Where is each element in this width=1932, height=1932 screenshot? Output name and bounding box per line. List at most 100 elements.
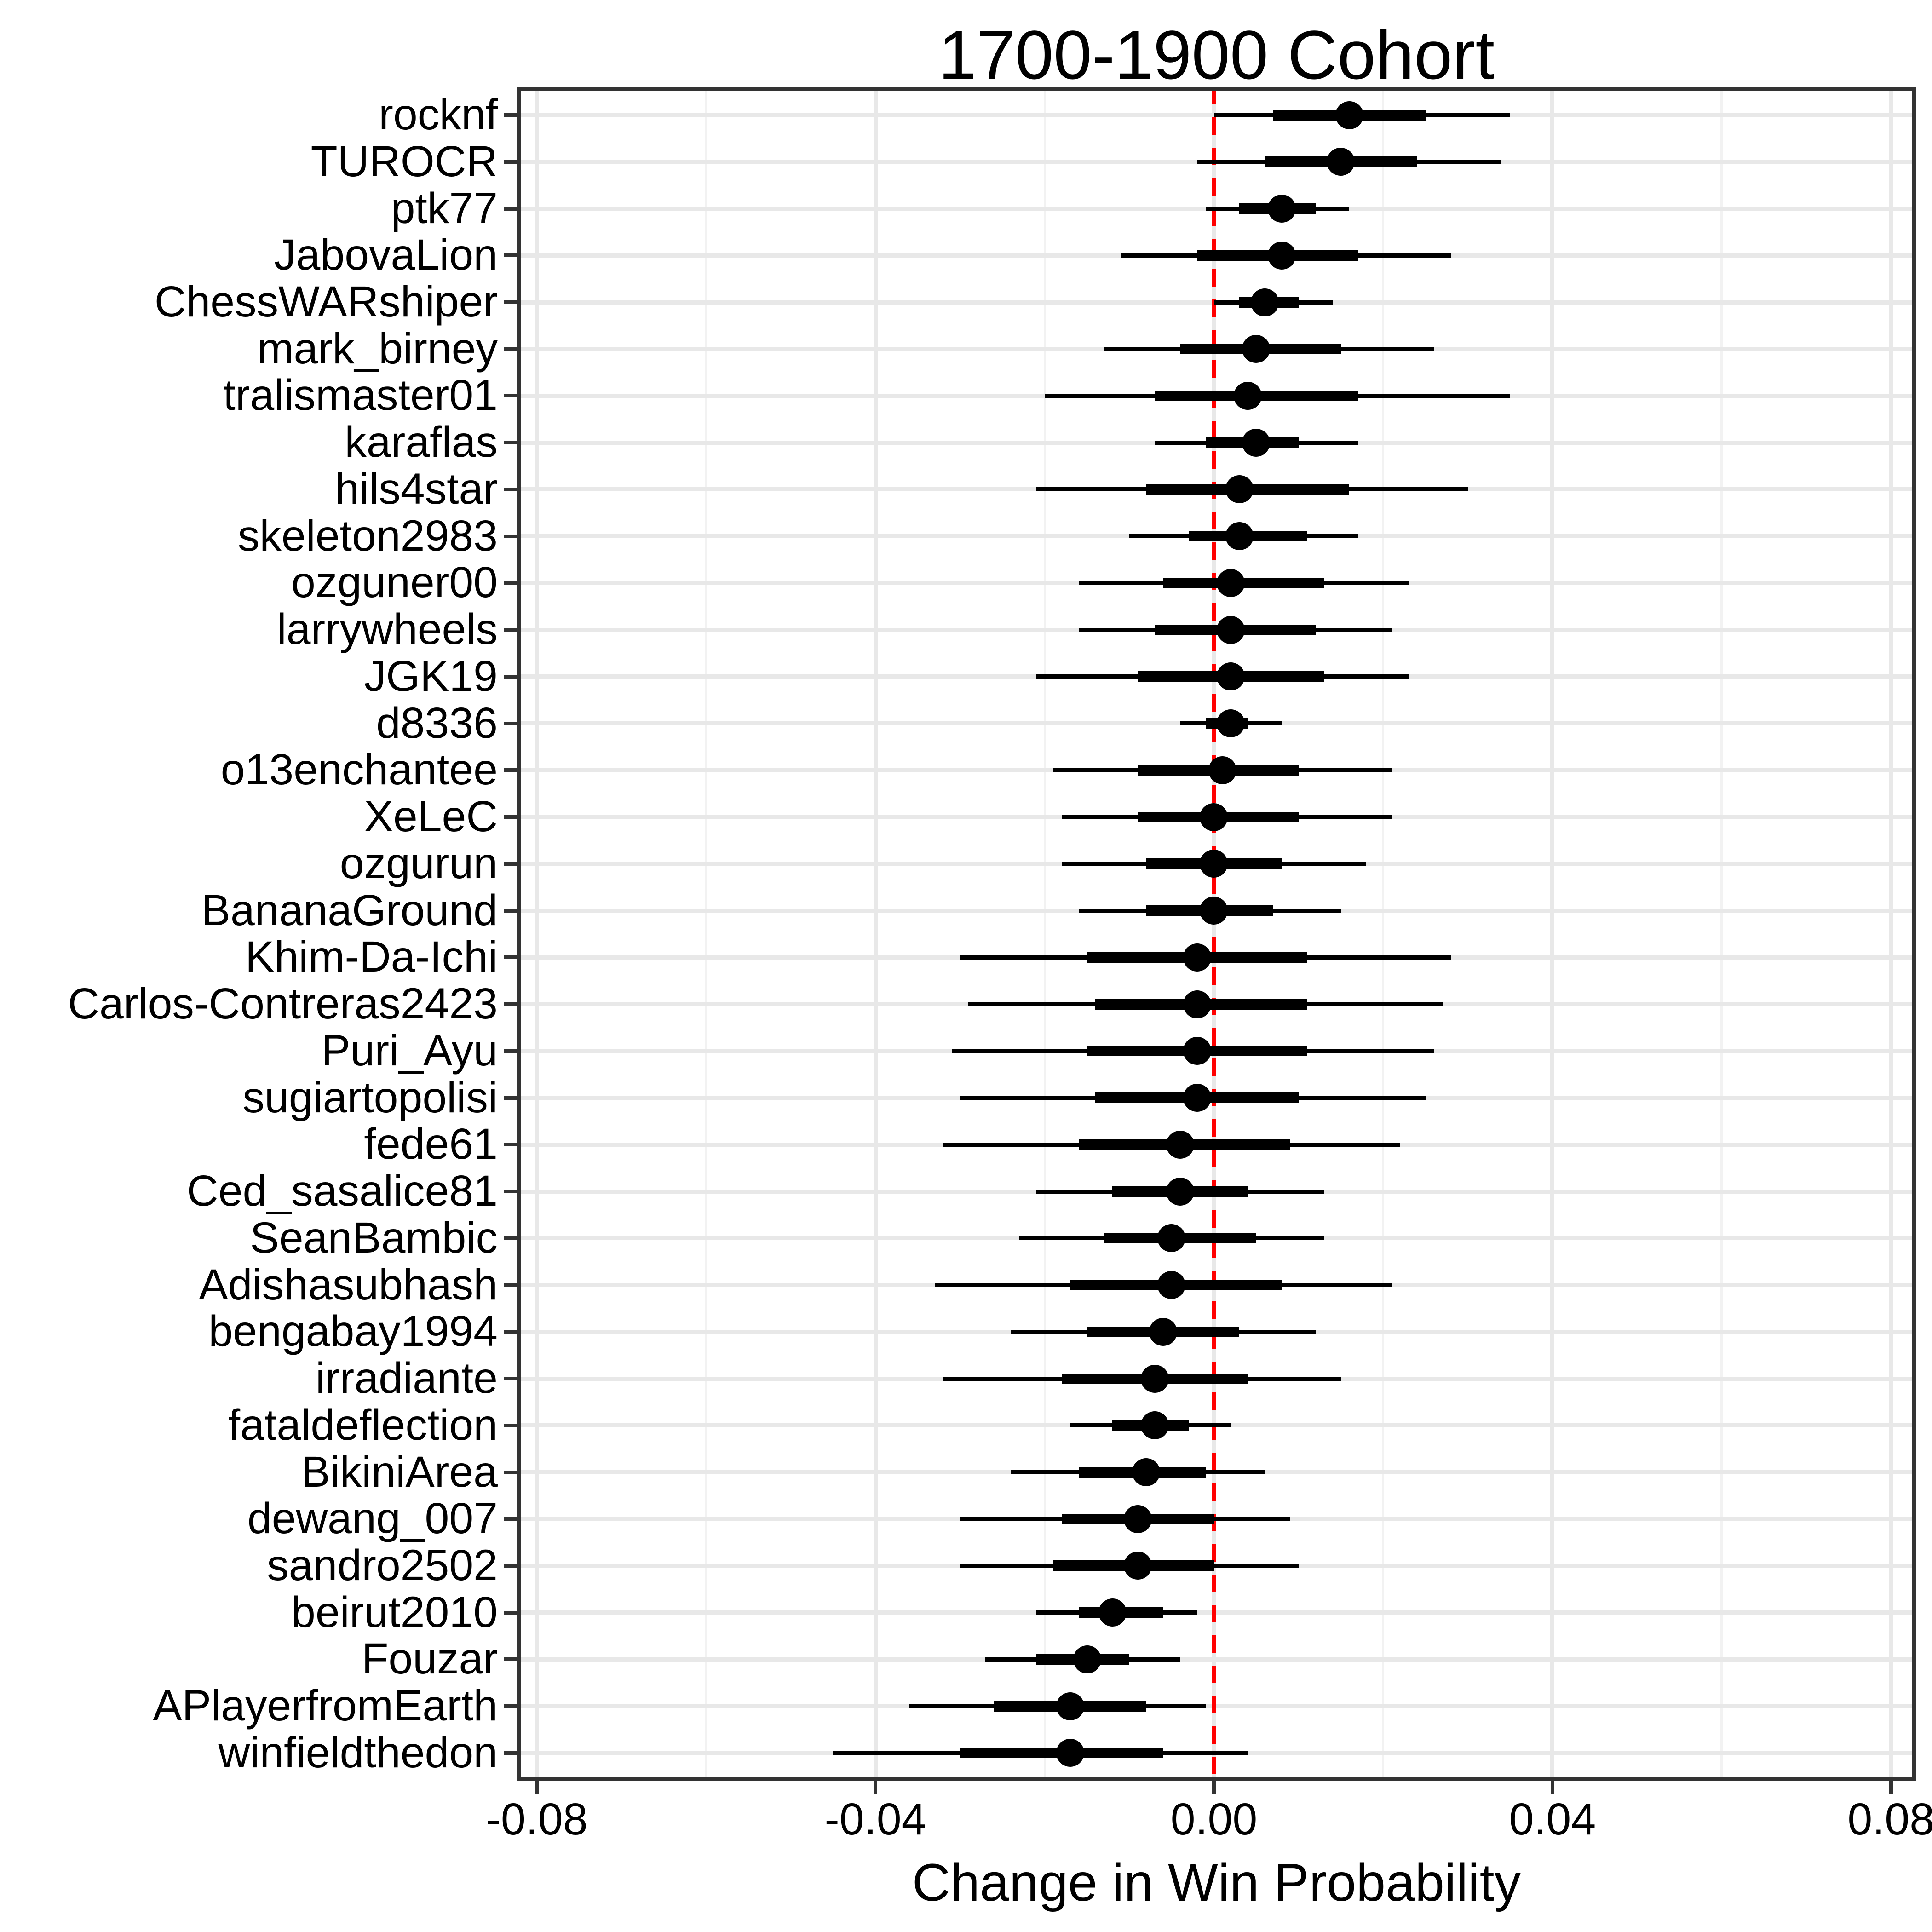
y-axis-label: karaflas: [345, 418, 498, 467]
point-estimate-dot: [1267, 241, 1296, 270]
y-axis-label: fede61: [364, 1120, 498, 1169]
y-axis-tick: [504, 253, 517, 258]
y-axis-label: TUROCR: [310, 137, 498, 186]
y-axis-label: BikiniArea: [301, 1447, 498, 1496]
y-axis-tick: [504, 394, 517, 398]
zero-reference-line: [1211, 87, 1216, 1781]
y-axis-label: ozguner00: [291, 558, 498, 607]
plot-panel: [517, 87, 1916, 1781]
y-axis-tick: [504, 1470, 517, 1474]
y-axis-tick: [504, 1517, 517, 1521]
point-estimate-dot: [1056, 1692, 1084, 1720]
y-axis-tick: [504, 1377, 517, 1381]
point-estimate-dot: [1335, 101, 1363, 129]
grid-minor-vline: [1382, 87, 1385, 1781]
point-estimate-dot: [1200, 897, 1228, 925]
point-estimate-dot: [1242, 335, 1271, 363]
y-axis-tick: [504, 1610, 517, 1615]
y-axis-label: ptk77: [391, 184, 498, 233]
y-axis-label: Adishasubhash: [199, 1260, 498, 1309]
y-axis-tick: [504, 1143, 517, 1147]
y-axis-tick: [504, 1330, 517, 1334]
y-axis-tick: [504, 955, 517, 960]
grid-major-vline: [1889, 87, 1893, 1781]
y-axis-label: SeanBambic: [250, 1213, 498, 1262]
y-axis-label: Carlos-Contreras2423: [68, 979, 498, 1029]
x-axis-tick: [1550, 1781, 1554, 1794]
point-estimate-dot: [1157, 1224, 1186, 1253]
y-axis-label: beirut2010: [291, 1587, 498, 1637]
y-axis-tick: [504, 1283, 517, 1287]
y-axis-tick: [504, 674, 517, 678]
y-axis-tick: [504, 207, 517, 211]
y-axis-tick: [504, 1751, 517, 1755]
point-estimate-dot: [1132, 1458, 1161, 1486]
x-axis-tick: [874, 1781, 878, 1794]
y-axis-label: bengabay1994: [208, 1307, 498, 1356]
y-axis-tick: [504, 300, 517, 304]
point-estimate-dot: [1250, 288, 1279, 316]
x-tick-label: 0.08: [1847, 1794, 1932, 1844]
grid-major-vline: [873, 87, 878, 1781]
point-estimate-dot: [1208, 756, 1236, 784]
grid-major-hline: [517, 1657, 1916, 1662]
y-axis-tick: [504, 768, 517, 772]
y-axis-tick: [504, 1236, 517, 1240]
y-axis-tick: [504, 862, 517, 866]
point-estimate-dot: [1166, 1177, 1194, 1206]
point-estimate-dot: [1183, 943, 1211, 972]
y-axis-tick: [504, 1096, 517, 1100]
point-estimate-dot: [1225, 522, 1254, 551]
grid-minor-vline: [1043, 87, 1046, 1781]
y-axis-label: dewang_007: [247, 1494, 498, 1543]
grid-major-vline: [1550, 87, 1555, 1781]
point-estimate-dot: [1166, 1130, 1194, 1159]
point-estimate-dot: [1217, 569, 1245, 597]
point-estimate-dot: [1183, 1037, 1211, 1065]
point-estimate-dot: [1267, 195, 1296, 223]
point-estimate-dot: [1073, 1645, 1101, 1673]
grid-major-vline: [535, 87, 539, 1781]
y-axis-tick: [504, 908, 517, 913]
y-axis-tick: [504, 1423, 517, 1427]
y-axis-label: fataldeflection: [228, 1400, 498, 1449]
y-axis-tick: [504, 534, 517, 538]
y-axis-tick: [504, 113, 517, 117]
y-axis-label: o13enchantee: [220, 745, 498, 794]
x-axis-tick: [1212, 1781, 1216, 1794]
y-axis-label: tralismaster01: [223, 371, 498, 420]
y-axis-label: JGK19: [364, 651, 498, 701]
grid-major-hline: [517, 1704, 1916, 1708]
point-estimate-dot: [1242, 428, 1271, 457]
y-axis-tick: [504, 1190, 517, 1194]
point-estimate-dot: [1157, 1271, 1186, 1300]
y-axis-label: Fouzar: [362, 1634, 498, 1684]
point-estimate-dot: [1183, 1084, 1211, 1112]
y-axis-tick: [504, 628, 517, 632]
point-estimate-dot: [1217, 615, 1245, 644]
y-axis-tick: [504, 581, 517, 585]
point-estimate-dot: [1140, 1364, 1169, 1393]
x-tick-label: 0.00: [1170, 1794, 1258, 1844]
point-estimate-dot: [1200, 803, 1228, 831]
point-estimate-dot: [1217, 662, 1245, 691]
y-axis-label: sandro2502: [267, 1541, 498, 1590]
y-axis-label: APlayerfromEarth: [153, 1681, 498, 1731]
y-axis-label: Puri_Ayu: [321, 1026, 498, 1075]
y-axis-tick: [504, 815, 517, 819]
point-estimate-dot: [1234, 381, 1262, 410]
point-estimate-dot: [1123, 1505, 1152, 1533]
point-estimate-dot: [1056, 1739, 1084, 1767]
y-axis-label: irradiante: [315, 1354, 498, 1403]
point-estimate-dot: [1149, 1317, 1178, 1346]
y-axis-label: rocknf: [379, 90, 498, 139]
y-axis-label: BananaGround: [201, 886, 498, 935]
y-axis-label: ozgurun: [339, 839, 498, 888]
x-tick-label: 0.04: [1509, 1794, 1596, 1844]
grid-minor-vline: [705, 87, 707, 1781]
point-estimate-dot: [1200, 850, 1228, 878]
y-axis-label: winfieldthedon: [218, 1728, 498, 1777]
x-axis-tick: [1889, 1781, 1893, 1794]
y-axis-label: hils4star: [335, 464, 498, 513]
